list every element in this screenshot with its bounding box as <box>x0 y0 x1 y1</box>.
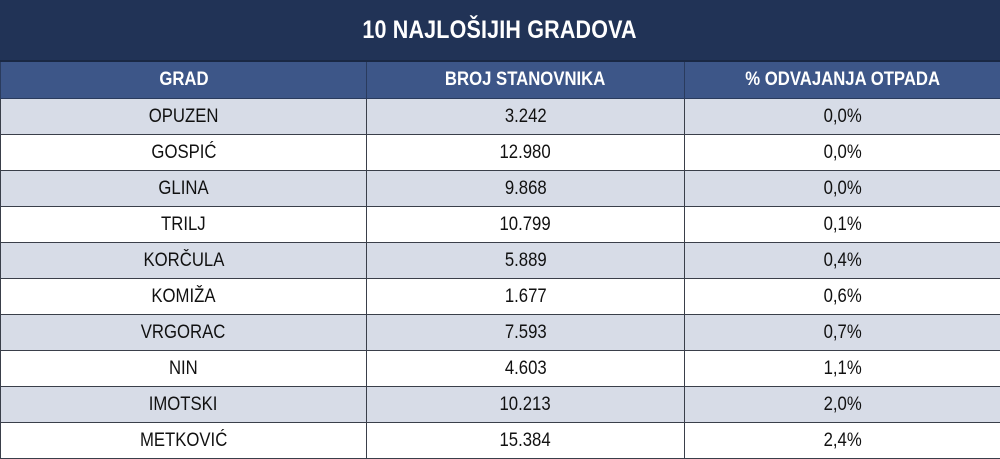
table-row: IMOTSKI 10.213 2,0% <box>0 386 1000 423</box>
population-cell: 4.603 <box>366 350 685 387</box>
city-cell: GOSPIĆ <box>0 134 367 171</box>
population-cell: 7.593 <box>366 314 685 351</box>
population-cell: 3.242 <box>366 98 685 135</box>
waste-separation-cell: 2,4% <box>684 422 1000 459</box>
column-header-broj-stanovnika: BROJ STANOVNIKA <box>366 60 685 99</box>
city-cell: NIN <box>0 350 367 387</box>
city-cell: OPUZEN <box>0 98 367 135</box>
table-row: NIN 4.603 1,1% <box>0 350 1000 387</box>
column-header-grad: GRAD <box>0 60 367 99</box>
city-cell: KORČULA <box>0 242 367 279</box>
waste-separation-cell: 0,6% <box>684 278 1000 315</box>
waste-separation-cell: 0,0% <box>684 134 1000 171</box>
waste-separation-cell: 0,4% <box>684 242 1000 279</box>
title-bar: 10 NAJLOŠIJIH GRADOVA <box>0 0 1000 60</box>
header-row: GRAD BROJ STANOVNIKA % ODVAJANJA OTPADA <box>0 60 1000 99</box>
city-cell: METKOVIĆ <box>0 422 367 459</box>
table-row: TRILJ 10.799 0,1% <box>0 206 1000 243</box>
table-row: VRGORAC 7.593 0,7% <box>0 314 1000 351</box>
waste-separation-cell: 0,0% <box>684 98 1000 135</box>
city-cell: KOMIŽA <box>0 278 367 315</box>
population-cell: 5.889 <box>366 242 685 279</box>
population-cell: 12.980 <box>366 134 685 171</box>
population-cell: 9.868 <box>366 170 685 207</box>
waste-separation-cell: 0,0% <box>684 170 1000 207</box>
column-header-odvajanje-otpada: % ODVAJANJA OTPADA <box>684 60 1000 99</box>
population-cell: 15.384 <box>366 422 685 459</box>
city-cell: GLINA <box>0 170 367 207</box>
waste-separation-cell: 0,1% <box>684 206 1000 243</box>
waste-separation-cell: 1,1% <box>684 350 1000 387</box>
city-cell: VRGORAC <box>0 314 367 351</box>
table-row: GLINA 9.868 0,0% <box>0 170 1000 207</box>
table-row: KOMIŽA 1.677 0,6% <box>0 278 1000 315</box>
table-body: OPUZEN 3.242 0,0% GOSPIĆ 12.980 0,0% GLINA 9.86… <box>0 98 1000 459</box>
table-row: KORČULA 5.889 0,4% <box>0 242 1000 279</box>
table-row: GOSPIĆ 12.980 0,0% <box>0 134 1000 171</box>
population-cell: 10.213 <box>366 386 685 423</box>
waste-separation-cell: 2,0% <box>684 386 1000 423</box>
table-row: METKOVIĆ 15.384 2,4% <box>0 422 1000 459</box>
waste-separation-cell: 0,7% <box>684 314 1000 351</box>
cities-table: GRAD BROJ STANOVNIKA % ODVAJANJA OTPADA … <box>0 60 1000 459</box>
population-cell: 1.677 <box>366 278 685 315</box>
population-cell: 10.799 <box>366 206 685 243</box>
city-cell: TRILJ <box>0 206 367 243</box>
table-row: OPUZEN 3.242 0,0% <box>0 98 1000 135</box>
table-title: 10 NAJLOŠIJIH GRADOVA <box>362 15 638 44</box>
city-cell: IMOTSKI <box>0 386 367 423</box>
